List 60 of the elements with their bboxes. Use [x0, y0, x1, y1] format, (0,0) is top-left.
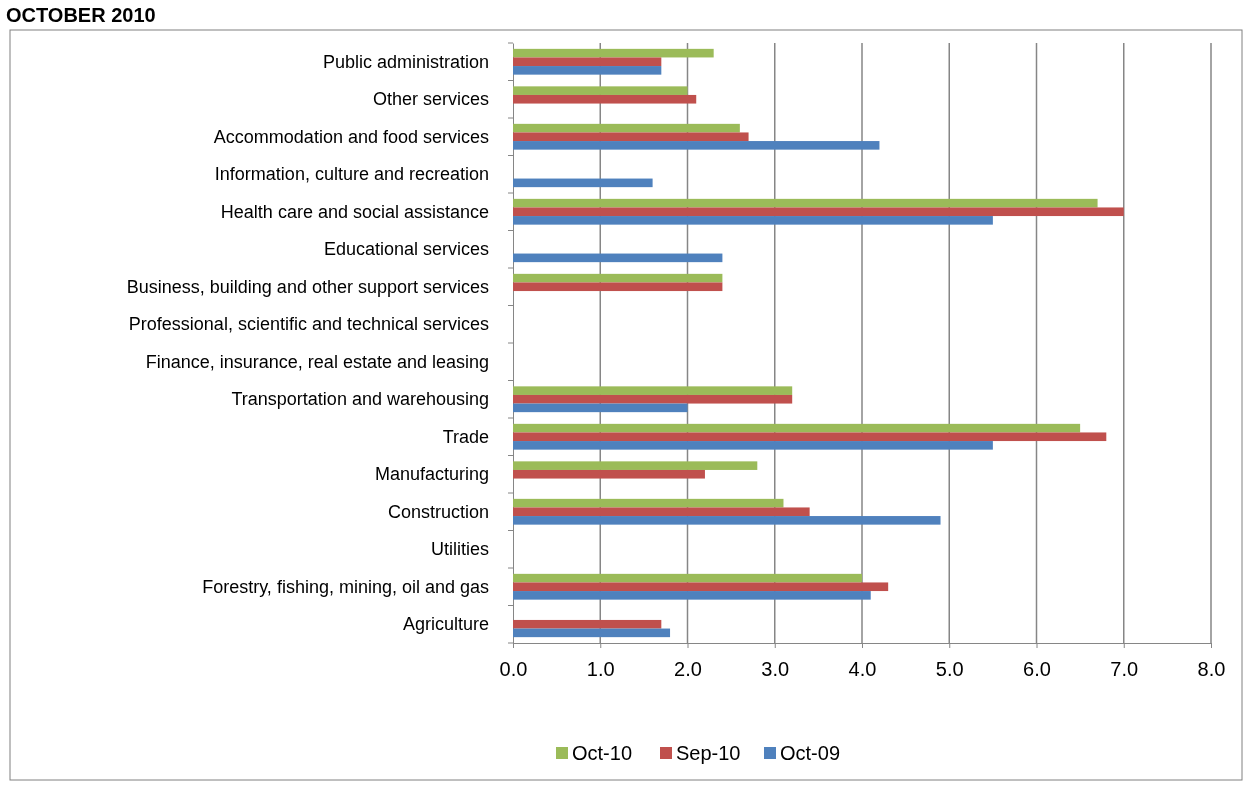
y-tick-label: Business, building and other support services	[126, 276, 489, 297]
x-tick-label: 5.0	[935, 658, 964, 681]
bar	[513, 207, 1124, 217]
bar	[513, 94, 697, 104]
bar	[513, 198, 1098, 208]
y-tick-label: Manufacturing	[374, 464, 489, 485]
bar	[513, 403, 688, 413]
y-tick-label: Utilities	[430, 539, 489, 560]
bar	[513, 386, 793, 395]
x-tick-label: 3.0	[761, 658, 790, 681]
y-tick-label: Accommodation and food services	[213, 126, 489, 147]
bar	[513, 516, 941, 525]
bar	[513, 423, 1081, 433]
bar	[513, 57, 662, 67]
bar	[513, 253, 723, 263]
x-tick-label: 8.0	[1197, 658, 1226, 681]
x-tick-label: 6.0	[1023, 658, 1051, 681]
y-tick-label: Forestry, fishing, mining, oil and gas	[202, 576, 489, 597]
bar	[513, 573, 862, 583]
bar	[513, 394, 793, 404]
bar	[513, 619, 662, 629]
bar	[513, 469, 705, 479]
y-tick-label: Trade	[442, 426, 489, 447]
bar	[513, 461, 758, 470]
x-tick-label: 4.0	[848, 658, 877, 681]
bar	[513, 178, 653, 188]
x-tick-label: 1.0	[586, 658, 615, 681]
legend-label: Sep-10	[676, 742, 741, 764]
bar	[513, 123, 740, 133]
bar	[513, 132, 749, 142]
y-tick-label: Agriculture	[402, 614, 489, 635]
y-tick-label: Transportation and warehousing	[231, 389, 489, 410]
y-tick-label: Health care and social assistance	[220, 201, 489, 222]
x-tick-label: 7.0	[1110, 658, 1139, 681]
bar	[513, 216, 993, 225]
bar	[513, 66, 662, 75]
legend-label: Oct-09	[780, 742, 841, 764]
bar	[513, 498, 784, 508]
bar	[513, 507, 810, 517]
y-tick-label: Public administration	[322, 51, 489, 72]
bar	[513, 273, 723, 283]
bar	[513, 282, 723, 292]
bar	[513, 628, 671, 638]
bar	[513, 86, 688, 95]
bar	[513, 432, 1107, 442]
bar	[513, 48, 714, 58]
y-tick-label: Educational services	[323, 239, 489, 260]
y-tick-label: Construction	[387, 501, 489, 522]
bar	[513, 591, 871, 600]
legend-label: Oct-10	[572, 742, 633, 764]
bar	[513, 141, 880, 150]
y-tick-label: Information, culture and recreation	[214, 164, 489, 185]
y-tick-label: Other services	[372, 89, 489, 110]
text: OCTOBER 2010	[6, 4, 156, 26]
x-tick-label: 0.0	[499, 658, 528, 681]
y-tick-label: Professional, scientific and technical services	[128, 314, 489, 335]
bar	[513, 582, 889, 592]
bar	[513, 441, 993, 450]
y-tick-label: Finance, insurance, real estate and leasing	[145, 351, 489, 372]
x-tick-label: 2.0	[674, 658, 702, 681]
